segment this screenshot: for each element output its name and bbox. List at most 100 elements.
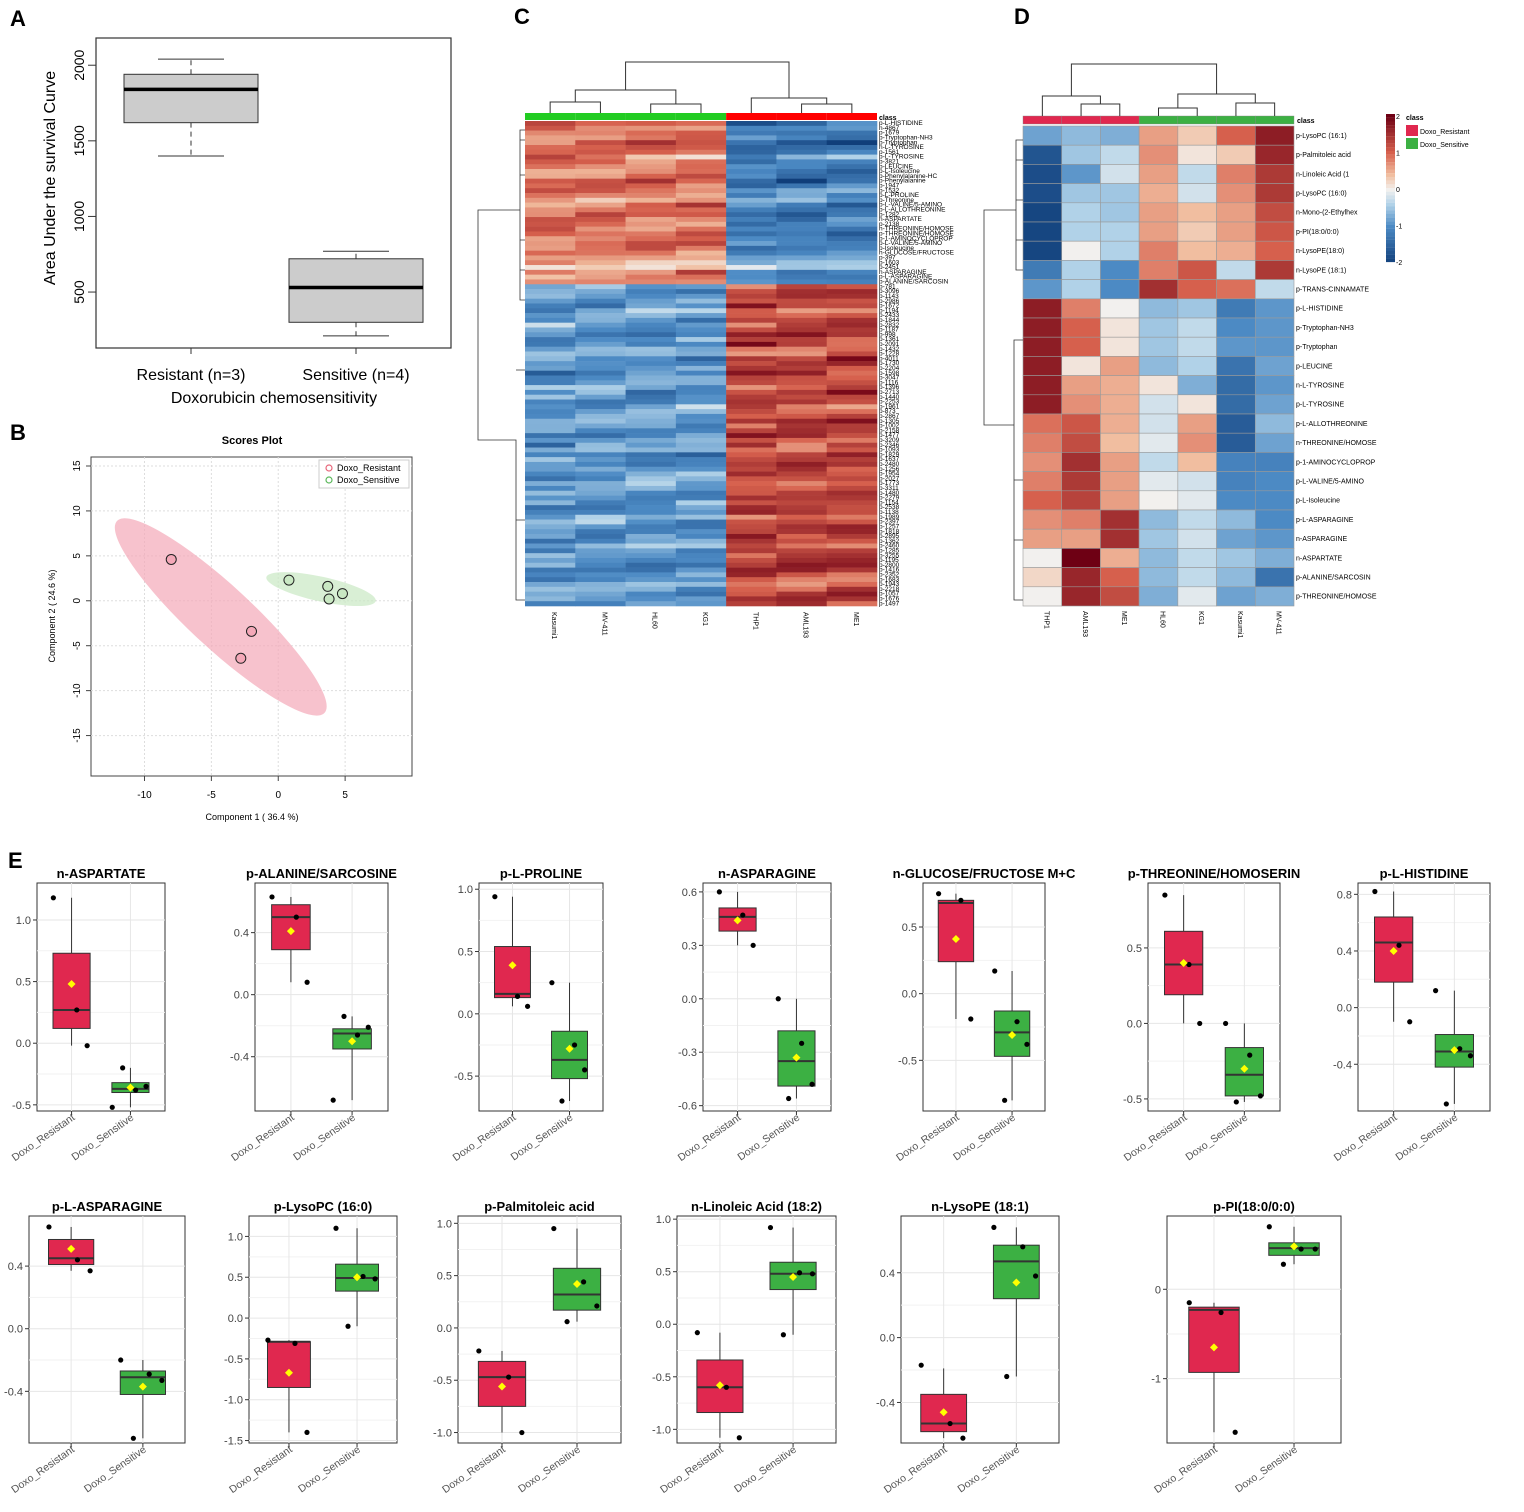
- d-colorbar-step: [1386, 221, 1395, 226]
- c-cell: [826, 437, 878, 444]
- c-cell: [525, 567, 576, 573]
- c-row-label: p-2352: [879, 571, 900, 578]
- c-cell: [726, 514, 777, 520]
- e-point: [519, 1429, 525, 1436]
- c-cell: [675, 337, 727, 343]
- e-ytick-label: 1.0: [458, 884, 473, 896]
- d-cell: [1254, 490, 1295, 511]
- c-cell: [726, 226, 777, 232]
- d-colorbar-step: [1386, 176, 1395, 181]
- d-cell: [1216, 375, 1256, 396]
- c-cell: [625, 380, 677, 386]
- c-cell: [826, 154, 878, 160]
- c-cell: [575, 500, 626, 506]
- c-row-label: p-2832: [879, 322, 900, 329]
- c-row-label: p-1561: [879, 149, 900, 156]
- d-row-label: p-LysoPC (16:1): [1296, 133, 1347, 140]
- c-cell: [675, 375, 727, 381]
- c-row-label: p-L-ALLOTHREONINE: [879, 207, 946, 214]
- c-cell: [776, 255, 828, 261]
- b-legend-box: [318, 459, 410, 489]
- c-row-dendrogram: [477, 129, 525, 601]
- e-point: [1014, 1019, 1020, 1025]
- e-point: [514, 993, 521, 999]
- d-cell: [1216, 279, 1256, 300]
- c-cell: [575, 217, 626, 223]
- panel-a-ylabel: Area Under the survival Curve: [42, 71, 59, 285]
- c-cell: [675, 289, 727, 295]
- c-row-label: p-3255: [879, 552, 900, 559]
- c-cell: [826, 481, 878, 487]
- d-colorbar-tick: 2: [1396, 114, 1400, 121]
- c-cell: [575, 418, 626, 424]
- e-ytick-label: 0.0: [234, 990, 249, 1002]
- e-point: [936, 891, 942, 897]
- c-cell: [776, 361, 828, 367]
- e-box: [937, 899, 975, 963]
- e-point: [1467, 1053, 1474, 1059]
- c-cell: [575, 461, 626, 468]
- panel-b-title: Scores Plot: [222, 435, 283, 447]
- d-row-label: p-Tryptophan: [1296, 344, 1337, 351]
- c-cell: [575, 289, 626, 295]
- c-cell: [675, 365, 727, 372]
- e-ytick-label: 0.0: [656, 1319, 671, 1331]
- c-cell: [826, 293, 878, 299]
- c-cell: [625, 485, 677, 492]
- c-row-label: p-2433: [879, 312, 900, 319]
- e-mean-marker: [789, 1272, 798, 1281]
- c-cell: [776, 289, 828, 295]
- c-cell: [726, 394, 777, 400]
- c-cell: [826, 269, 878, 275]
- d-colorbar-step: [1386, 128, 1395, 133]
- c-row-label: p-1683: [879, 576, 900, 583]
- c-cell: [726, 380, 777, 386]
- c-cell: [525, 437, 576, 444]
- panel-letter-d: D: [1014, 4, 1030, 29]
- c-cell: [525, 389, 576, 396]
- c-cell: [575, 341, 626, 347]
- c-cell: [675, 341, 727, 347]
- e-point: [723, 1384, 729, 1390]
- c-cell: [625, 524, 677, 530]
- e-point: [292, 1340, 298, 1346]
- c-cell: [726, 471, 777, 477]
- c-row-label: p-3311: [879, 485, 899, 492]
- c-cell: [525, 217, 576, 223]
- c-cell: [726, 404, 777, 410]
- d-cell: [1216, 144, 1256, 165]
- c-cell: [675, 308, 727, 314]
- d-row-label: p-LysoPC (16:0): [1296, 191, 1347, 198]
- c-cell: [826, 241, 878, 247]
- c-cell: [826, 193, 878, 199]
- e-panel-title: n-Linoleic Acid (18:2): [691, 1199, 822, 1214]
- d-cell: [1177, 125, 1217, 146]
- c-row-label: p-Tryptophan-NH3: [879, 134, 933, 141]
- c-cell: [625, 289, 677, 295]
- c-cell: [525, 404, 576, 410]
- d-cell: [1138, 202, 1179, 223]
- c-cell: [525, 591, 576, 597]
- d-row-label: p-L-ASPARAGINE: [1296, 517, 1354, 524]
- d-row-label: p-L-TYROSINE: [1296, 402, 1345, 409]
- d-cell: [1100, 394, 1140, 415]
- panel-a-xlabel: Doxorubicin chemosensitivity: [171, 390, 377, 407]
- c-cell: [575, 471, 626, 477]
- a-box: [123, 73, 259, 124]
- c-cell: [826, 145, 878, 151]
- c-row-label: p-1637: [879, 456, 900, 463]
- c-cell: [525, 356, 576, 362]
- c-cell: [675, 361, 727, 367]
- c-cell: [525, 577, 576, 583]
- c-cell: [776, 217, 828, 223]
- c-cell: [575, 596, 626, 602]
- c-cell: [776, 543, 828, 549]
- c-cell: [776, 226, 828, 232]
- d-cell: [1138, 221, 1179, 242]
- d-cell: [1177, 240, 1217, 261]
- c-cell: [826, 385, 878, 391]
- c-cell: [625, 178, 677, 184]
- c-cell: [826, 365, 878, 372]
- c-cell: [625, 418, 677, 424]
- c-cell: [675, 490, 727, 496]
